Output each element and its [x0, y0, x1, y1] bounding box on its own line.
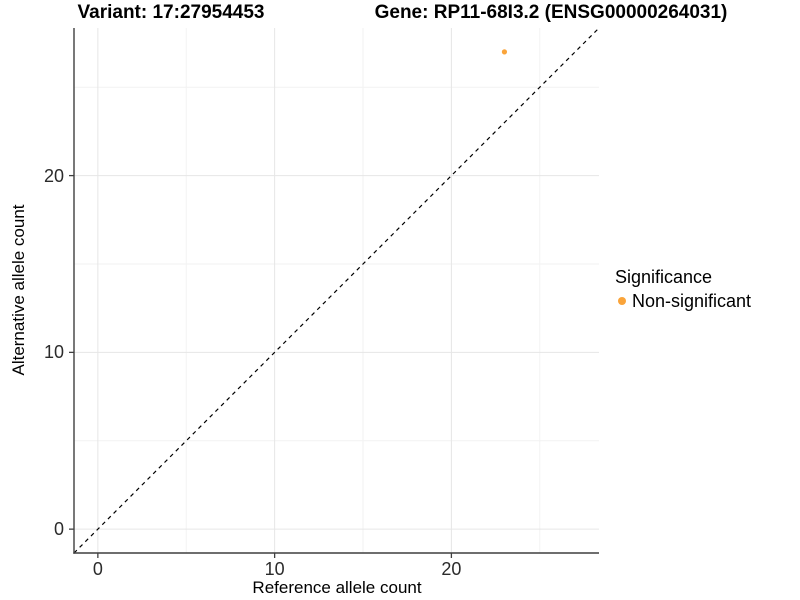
legend-point-icon	[618, 297, 626, 305]
y-tick-label: 20	[43, 165, 64, 186]
x-tick-label: 20	[441, 559, 462, 579]
plot-title-gene: Gene: RP11-68I3.2 (ENSG00000264031)	[374, 2, 728, 23]
legend-title: Significance	[615, 267, 713, 287]
legend-item-non-significant: Non-significant	[615, 291, 751, 311]
plot-title-variant: Variant: 17:27954453	[77, 2, 265, 23]
identity-reference-line	[73, 27, 600, 554]
legend: Significance Non-significant	[615, 266, 751, 311]
x-tick-label: 0	[92, 559, 103, 579]
data-point	[501, 49, 508, 55]
x-tick-label: 10	[264, 559, 285, 579]
x-axis-title: Reference allele count	[252, 578, 422, 597]
legend-item-label: Non-significant	[632, 291, 752, 311]
y-tick-label: 10	[43, 342, 64, 363]
y-tick-label: 0	[53, 519, 64, 540]
